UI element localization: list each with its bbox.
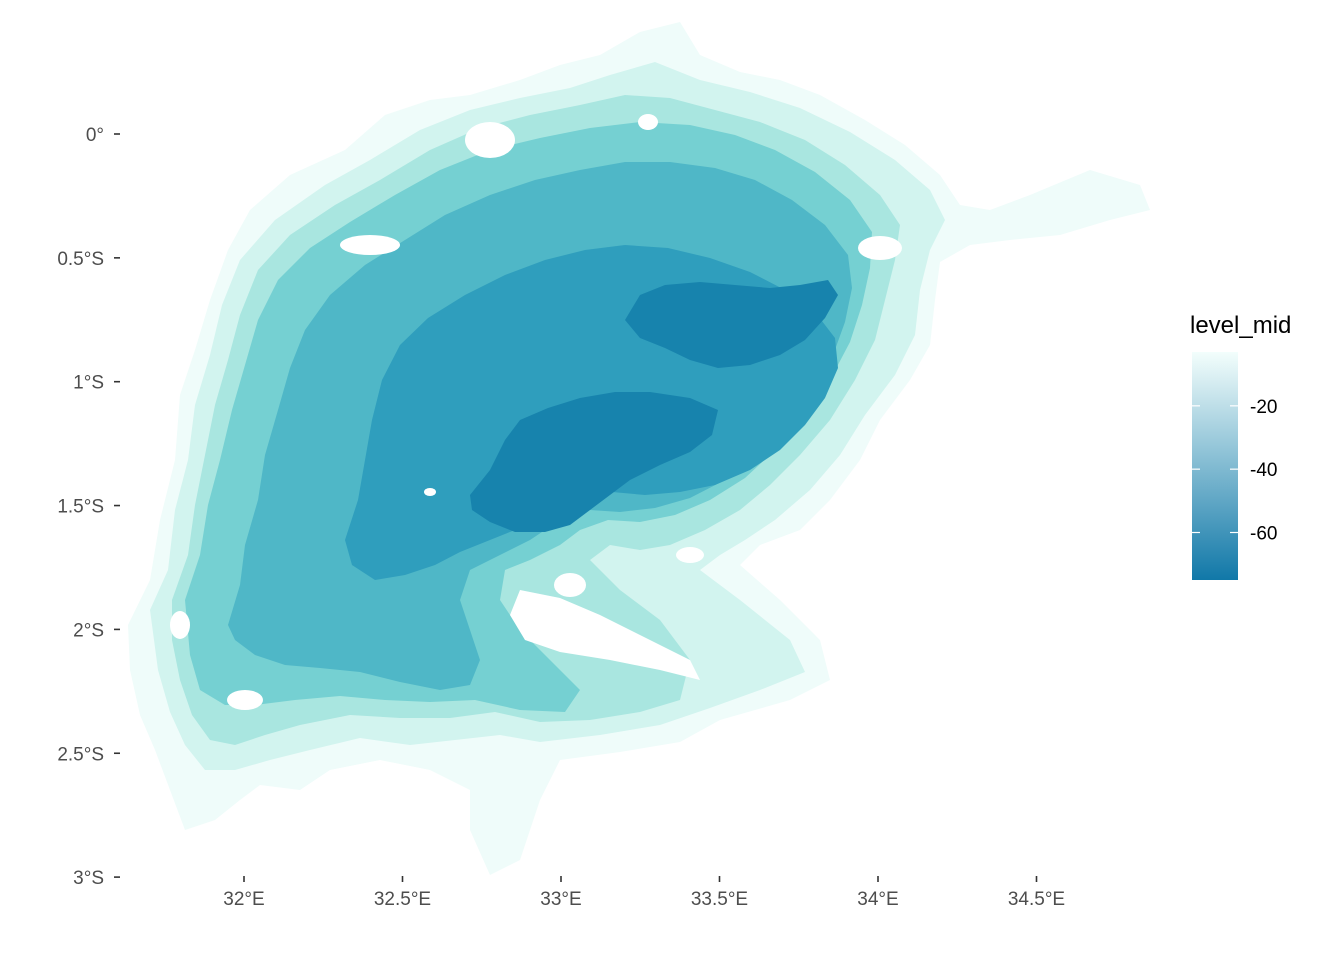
- x-tick-label: 34°E: [857, 889, 898, 910]
- y-tick-label: 0.5°S: [57, 249, 104, 270]
- x-axis: 32°E 32.5°E 33°E 33.5°E 34°E 34.5°E: [223, 876, 1065, 910]
- y-tick-label: 2°S: [73, 620, 104, 641]
- y-axis: 0° 0.5°S 1°S 1.5°S 2°S 2.5°S 3°S: [57, 125, 120, 889]
- y-tick-label: 2.5°S: [57, 744, 104, 765]
- legend-title: level_mid: [1190, 312, 1291, 339]
- map-panel: [128, 22, 1150, 875]
- legend-break-label: -40: [1250, 460, 1277, 481]
- x-tick-label: 33.5°E: [691, 889, 748, 910]
- legend-break-label: -60: [1250, 524, 1277, 545]
- legend-break-label: -20: [1250, 397, 1277, 418]
- y-tick-label: 0°: [86, 125, 104, 146]
- y-tick-label: 1°S: [73, 373, 104, 394]
- depth-band-68: [470, 280, 838, 532]
- legend: level_mid -20 -40 -60: [1190, 312, 1291, 580]
- x-tick-label: 32°E: [223, 889, 264, 910]
- x-tick-label: 33°E: [540, 889, 581, 910]
- x-tick-label: 32.5°E: [374, 889, 431, 910]
- legend-colorbar: [1192, 352, 1238, 580]
- y-tick-label: 3°S: [73, 868, 104, 889]
- islands: [170, 114, 902, 710]
- y-tick-label: 1.5°S: [57, 497, 104, 518]
- x-tick-label: 34.5°E: [1008, 889, 1065, 910]
